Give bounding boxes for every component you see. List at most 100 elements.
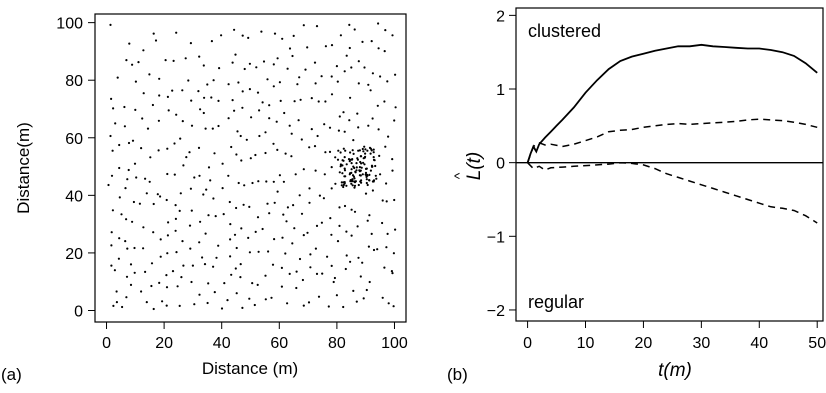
scatter-point bbox=[204, 127, 207, 130]
scatter-point bbox=[189, 42, 192, 45]
scatter-point bbox=[345, 230, 348, 233]
scatter-point bbox=[381, 199, 384, 202]
scatter-point bbox=[345, 184, 348, 187]
scatter-point bbox=[301, 278, 304, 282]
scatter-point bbox=[256, 216, 260, 219]
scatter-point bbox=[352, 139, 355, 142]
scatter-point bbox=[391, 34, 394, 37]
scatter-point bbox=[257, 180, 260, 183]
scatter-point bbox=[178, 304, 181, 307]
scatter-point bbox=[309, 266, 312, 269]
scatter-point bbox=[343, 204, 347, 208]
scatter-point bbox=[257, 250, 260, 253]
scatter-point bbox=[344, 175, 347, 178]
scatter-point bbox=[344, 149, 347, 152]
scatter-point bbox=[191, 264, 194, 267]
scatter-point bbox=[273, 238, 276, 241]
scatter-point bbox=[343, 70, 346, 73]
scatter-point bbox=[126, 247, 129, 250]
scatter-point bbox=[276, 190, 279, 193]
scatter-point bbox=[241, 106, 244, 109]
scatter-point bbox=[110, 244, 113, 247]
scatter-point bbox=[181, 89, 184, 92]
scatter-x-ticks: 0 20 40 60 80 100 bbox=[102, 322, 408, 352]
scatter-point bbox=[179, 192, 182, 195]
scatter-point bbox=[217, 244, 220, 247]
scatter-point bbox=[323, 123, 326, 126]
scatter-point bbox=[324, 100, 327, 103]
scatter-point bbox=[357, 126, 360, 129]
scatter-point bbox=[198, 55, 201, 58]
scatter-point bbox=[370, 232, 373, 235]
scatter-point bbox=[127, 168, 130, 172]
line-series-group bbox=[526, 43, 818, 224]
scatter-point bbox=[198, 174, 201, 177]
scatter-point bbox=[241, 90, 244, 93]
scatter-point bbox=[370, 164, 374, 167]
scatter-point bbox=[337, 149, 340, 152]
scatter-point bbox=[282, 180, 285, 183]
scatter-point bbox=[359, 174, 362, 177]
scatter-point bbox=[199, 108, 202, 111]
scatter-point bbox=[255, 66, 258, 69]
scatter-point bbox=[335, 294, 338, 297]
scatter-point bbox=[113, 269, 116, 272]
scatter-point bbox=[282, 213, 285, 216]
scatter-point bbox=[371, 189, 374, 192]
scatter-point bbox=[142, 247, 145, 250]
scatter-point bbox=[228, 200, 231, 204]
scatter-point bbox=[372, 156, 375, 159]
scatter-point bbox=[360, 162, 363, 165]
scatter-point bbox=[217, 99, 220, 102]
scatter-point bbox=[126, 178, 129, 181]
scatter-plot-frame bbox=[94, 13, 407, 323]
scatter-point bbox=[182, 264, 185, 267]
scatter-point bbox=[138, 202, 141, 205]
scatter-point bbox=[173, 173, 176, 176]
scatter-point bbox=[317, 100, 320, 103]
scatter-point bbox=[167, 109, 170, 112]
scatter-point bbox=[261, 227, 264, 231]
scatter-point bbox=[210, 40, 213, 43]
scatter-point bbox=[158, 281, 161, 284]
scatter-point bbox=[327, 305, 330, 308]
scatter-point bbox=[334, 182, 337, 185]
scatter-point bbox=[302, 168, 305, 171]
scatter-point bbox=[387, 135, 390, 138]
scatter-point bbox=[133, 246, 136, 250]
scatter-point bbox=[306, 46, 309, 49]
scatter-point bbox=[239, 134, 242, 138]
scatter-point bbox=[354, 180, 357, 183]
scatter-point bbox=[314, 169, 317, 172]
scatter-point bbox=[351, 158, 354, 161]
scatter-point bbox=[268, 104, 271, 107]
scatter-point bbox=[348, 46, 351, 50]
scatter-point bbox=[326, 255, 329, 258]
scatter-point bbox=[190, 99, 193, 102]
scatter-point bbox=[125, 218, 128, 221]
scatter-point bbox=[328, 126, 332, 129]
scatter-point bbox=[350, 208, 353, 211]
scatter-point bbox=[258, 109, 261, 112]
scatter-point bbox=[264, 298, 267, 301]
panel-label-a: (a) bbox=[1, 365, 22, 384]
scatter-point bbox=[212, 197, 215, 200]
scatter-point bbox=[144, 177, 147, 180]
scatter-point bbox=[129, 283, 133, 286]
scatter-point bbox=[171, 89, 174, 92]
scatter-point bbox=[110, 231, 113, 234]
scatter-point bbox=[221, 187, 224, 190]
scatter-point bbox=[391, 272, 394, 275]
scatter-point bbox=[249, 157, 252, 160]
scatter-point bbox=[372, 180, 375, 183]
scatter-point bbox=[342, 159, 345, 162]
scatter-point bbox=[355, 166, 358, 169]
scatter-point bbox=[344, 267, 347, 271]
scatter-point bbox=[144, 270, 147, 273]
scatter-y-tick-label: 20 bbox=[65, 246, 83, 263]
line-x-axis-label: t(m) bbox=[658, 360, 692, 381]
scatter-point bbox=[110, 174, 114, 177]
scatter-point bbox=[350, 171, 353, 174]
scatter-point bbox=[176, 285, 179, 288]
scatter-point bbox=[317, 295, 321, 298]
